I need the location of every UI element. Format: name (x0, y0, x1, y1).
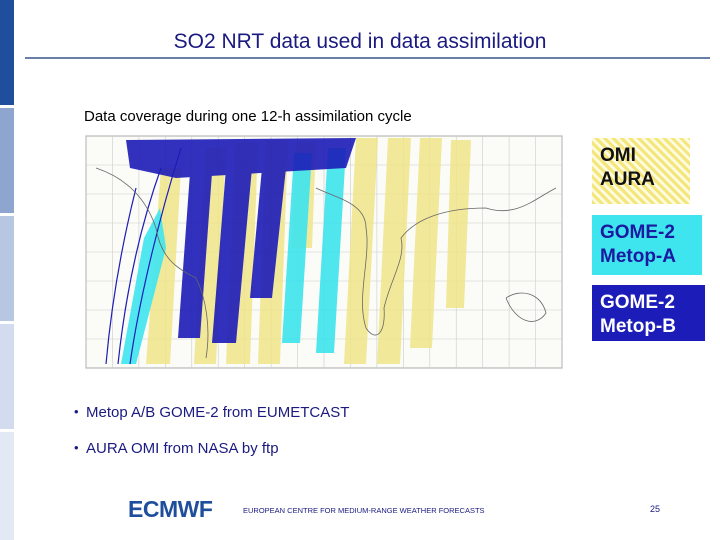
gome-b-swaths (126, 138, 356, 343)
orbit-tracks (105, 147, 182, 365)
title-rule (25, 57, 710, 59)
legend-label: AURA (600, 169, 655, 190)
bullet: Metop A/B GOME-2 from EUMETCAST (74, 404, 349, 421)
legend-label: Metop-B (600, 316, 676, 337)
legend-label: OMI (600, 145, 636, 166)
logo: ECMWF (128, 496, 213, 522)
legend-label: Metop-A (600, 246, 676, 267)
subtitle: Data coverage during one 12-h assimilati… (84, 108, 412, 125)
side-bar (0, 108, 14, 213)
legend-gome2-a: GOME-2 Metop-A (592, 215, 702, 275)
side-bar (0, 432, 14, 540)
coverage-map (66, 128, 582, 382)
footer-organization: EUROPEAN CENTRE FOR MEDIUM-RANGE WEATHER… (243, 506, 485, 515)
legend-omi: OMI AURA (592, 138, 690, 204)
side-bar (0, 216, 14, 321)
side-bar (0, 324, 14, 429)
bullet: AURA OMI from NASA by ftp (74, 440, 279, 457)
side-bar (0, 0, 14, 105)
gome-a-swaths (121, 148, 346, 364)
page-number: 25 (650, 504, 661, 514)
legend-label: GOME-2 (600, 292, 675, 313)
legend-gome2-b: GOME-2 Metop-B (592, 285, 705, 341)
coastlines (95, 167, 557, 359)
slide-title: SO2 NRT data used in data assimilation (173, 30, 547, 53)
legend-label: GOME-2 (600, 222, 675, 243)
